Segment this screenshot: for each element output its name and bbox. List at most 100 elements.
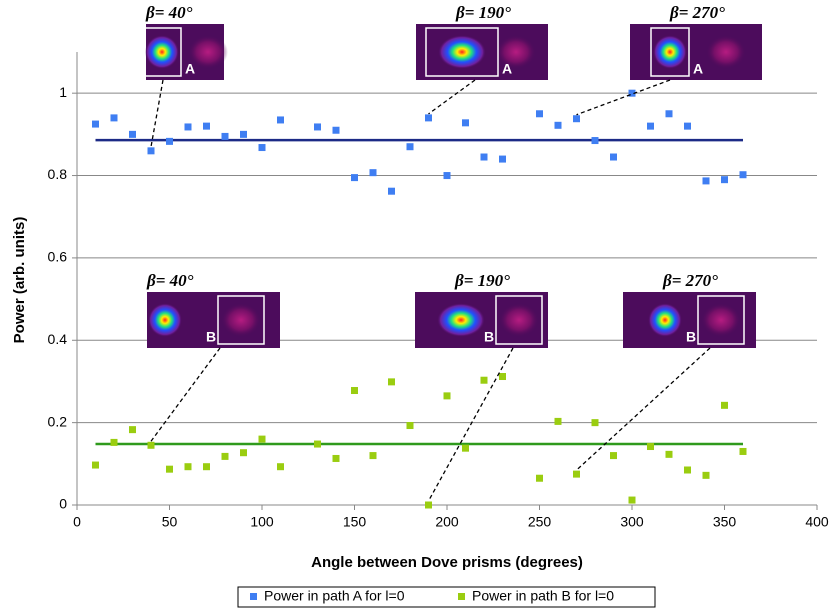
path-label: A	[693, 61, 703, 77]
data-point	[129, 426, 136, 434]
data-point	[591, 419, 599, 427]
data-point	[406, 143, 414, 151]
data-point	[702, 177, 710, 185]
legend-label: Power in path A for l=0	[264, 588, 405, 604]
data-point	[203, 463, 210, 471]
data-point	[277, 116, 284, 124]
data-point	[351, 174, 358, 182]
x-tick-label: 200	[435, 514, 459, 530]
y-tick-label: 0.8	[48, 166, 68, 182]
x-axis-label: Angle between Dove prisms (degrees)	[311, 554, 583, 571]
data-point	[739, 447, 747, 455]
beam-spot	[145, 35, 179, 69]
selection-box	[650, 27, 690, 77]
data-point	[610, 153, 617, 161]
data-point	[147, 147, 155, 155]
data-point	[739, 171, 747, 179]
data-point	[665, 450, 673, 458]
data-point	[92, 120, 99, 128]
data-point	[573, 470, 580, 478]
data-point	[351, 387, 358, 395]
data-point	[258, 435, 266, 443]
data-point	[166, 465, 173, 473]
beam-spot-faint	[706, 35, 746, 69]
data-point	[480, 153, 488, 161]
data-point	[462, 444, 469, 452]
data-point	[110, 438, 118, 446]
selection-box	[697, 295, 745, 345]
data-point	[554, 417, 562, 425]
data-point	[277, 463, 284, 471]
data-point	[647, 122, 654, 130]
data-point	[425, 501, 432, 509]
data-point	[425, 114, 432, 122]
beam-spot	[148, 303, 182, 337]
inset-label: β= 40°	[145, 3, 193, 22]
beam-spot	[438, 35, 486, 69]
data-point	[610, 452, 617, 460]
data-point	[314, 123, 321, 131]
beam-spot-faint	[499, 303, 539, 337]
data-point	[314, 440, 321, 448]
selection-box	[495, 295, 543, 345]
beam-spot-faint	[701, 303, 741, 337]
legend-marker	[250, 593, 257, 600]
data-point	[499, 373, 506, 381]
inset-label: β= 40°	[146, 271, 194, 290]
y-tick-label: 0.6	[48, 249, 68, 265]
x-tick-label: 100	[250, 514, 274, 530]
beam-spot	[648, 303, 682, 337]
legend-box	[237, 586, 656, 608]
data-point	[536, 474, 543, 482]
path-label: B	[686, 329, 696, 345]
y-axis-label: Power (arb. units)	[11, 217, 28, 344]
data-point	[665, 110, 673, 118]
path-label: A	[502, 61, 512, 77]
data-point	[443, 392, 451, 400]
x-tick-label: 300	[620, 514, 644, 530]
leader-line	[150, 79, 164, 147]
data-point	[110, 114, 118, 122]
inset-label: β= 270°	[669, 3, 725, 22]
y-tick-label: 0	[59, 496, 67, 512]
x-tick-label: 350	[713, 514, 737, 530]
path-label: B	[206, 329, 216, 345]
beam-spot-faint	[221, 303, 261, 337]
data-point	[184, 463, 192, 471]
data-point	[721, 401, 728, 409]
path-label: A	[185, 61, 195, 77]
data-point	[258, 144, 266, 152]
data-point	[573, 115, 580, 123]
data-point	[221, 132, 229, 140]
leader-line	[428, 79, 476, 115]
data-point	[147, 441, 155, 449]
path-label: B	[484, 329, 494, 345]
data-point	[388, 378, 395, 386]
data-point	[647, 443, 654, 451]
x-tick-label: 50	[162, 514, 178, 530]
beam-spot-faint	[188, 35, 228, 69]
data-point	[499, 155, 506, 163]
beam-spot	[437, 303, 485, 337]
data-point	[129, 130, 136, 138]
selection-box	[142, 27, 182, 77]
inset-label: β= 190°	[455, 3, 511, 22]
data-point	[332, 454, 340, 462]
inset-label: β= 270°	[662, 271, 718, 290]
data-point	[628, 89, 636, 97]
data-point	[332, 126, 340, 134]
data-point	[554, 121, 562, 129]
data-point	[203, 122, 210, 130]
inset-label: β= 190°	[454, 271, 510, 290]
data-point	[462, 119, 469, 127]
beam-spot	[653, 35, 687, 69]
data-point	[684, 466, 691, 474]
data-point	[240, 449, 247, 457]
leader-line	[427, 347, 514, 502]
data-point	[591, 137, 599, 145]
data-point	[240, 130, 247, 138]
x-tick-label: 150	[343, 514, 367, 530]
beam-spot-faint	[496, 35, 536, 69]
data-point	[721, 176, 728, 184]
